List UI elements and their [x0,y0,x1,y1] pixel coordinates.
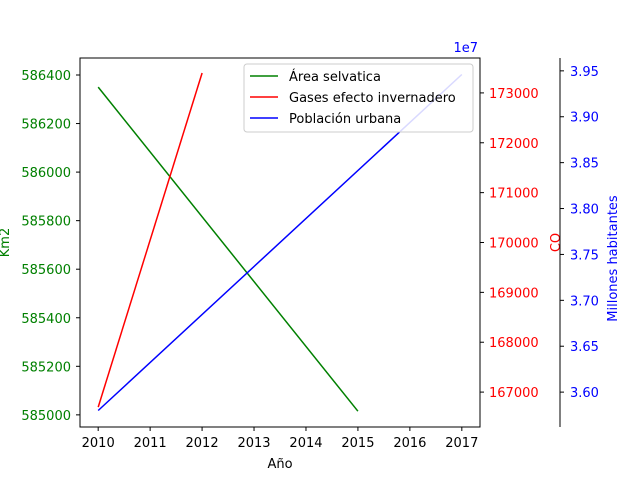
x-axis-label: Año [267,457,292,472]
right-y-tick-label: 173000 [489,87,539,102]
x-tick-label: 2017 [445,436,478,451]
series-line-0 [97,86,359,412]
x-tick-label: 2016 [393,436,426,451]
right2-y-axis-label: Millones habitantes [606,195,621,322]
right-y-tick-label: 167000 [489,386,539,401]
x-tick-label: 2013 [237,436,270,451]
right2-y-tick-label: 3.95 [570,65,599,80]
right-y-tick-label: 172000 [489,137,539,152]
left-y-tick-label: 585400 [21,312,71,327]
left-y-tick-label: 586400 [21,69,71,84]
left-y-tick-label: 585200 [21,360,71,375]
left-y-tick-label: 586000 [21,166,71,181]
left-y-tick-label: 586200 [21,118,71,133]
right2-y-tick-label: 3.60 [570,386,599,401]
x-tick-label: 2010 [82,436,115,451]
legend-label-0: Área selvatica [289,69,381,85]
right2-y-tick-label: 3.75 [570,248,599,263]
x-tick-label: 2014 [289,436,322,451]
right2-offset-text: 1e7 [453,41,478,56]
left-y-tick-label: 585000 [21,409,71,424]
right-y-tick-label: 171000 [489,187,539,202]
series-line-1 [97,72,203,408]
right2-y-tick-label: 3.65 [570,340,599,355]
legend-label-1: Gases efecto invernadero [289,91,456,106]
x-tick-label: 2012 [186,436,219,451]
legend-label-2: Población urbana [289,112,401,127]
legend: Área selvatica Gases efecto invernadero Po… [243,63,474,133]
x-tick-label: 2011 [134,436,167,451]
right2-y-tick-label: 3.90 [570,111,599,126]
right-y-axis-label-co: CO [549,233,564,252]
left-y-tick-label: 585800 [21,215,71,230]
right-y-tick-label: 169000 [489,286,539,301]
left-y-axis-label: Km2 [0,228,13,257]
legend-box [243,63,474,133]
axes-layer: 2010 2011 2012 2013 2014 2015 2016 2017 Año 58500… [0,41,621,472]
right-y-tick-label: 170000 [489,237,539,252]
right2-y-tick-label: 3.80 [570,203,599,218]
left-y-tick-label: 585600 [21,263,71,278]
right-y-tick-label: 168000 [489,336,539,351]
right2-y-tick-label: 3.85 [570,157,599,172]
right2-y-tick-label: 3.70 [570,294,599,309]
x-tick-label: 2015 [341,436,374,451]
